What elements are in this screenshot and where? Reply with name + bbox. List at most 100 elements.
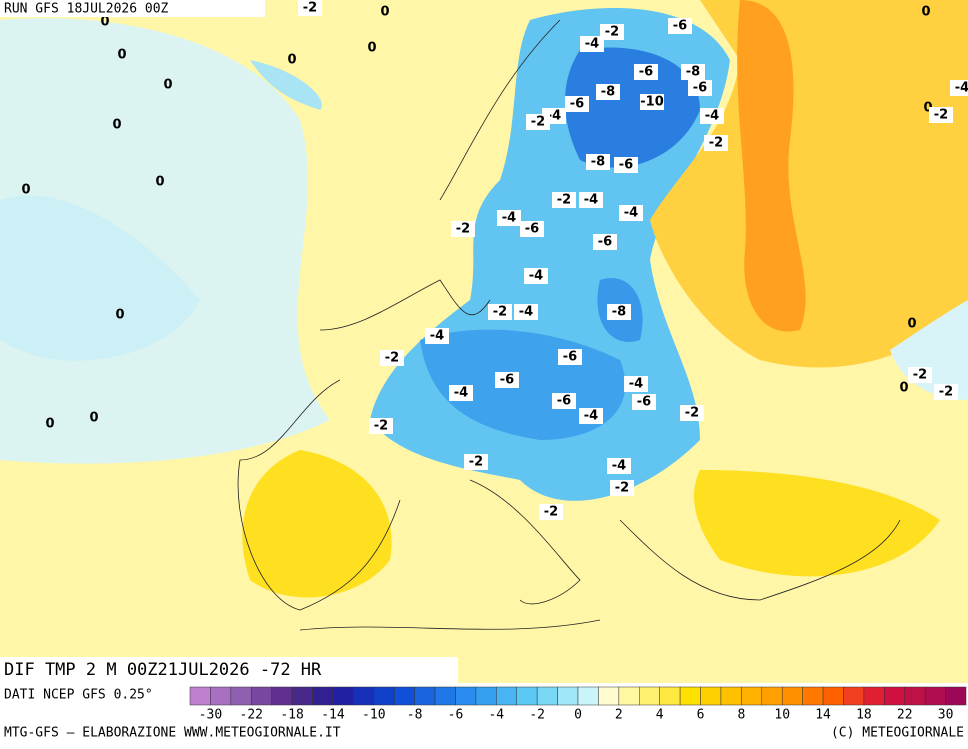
contour-label: -8 bbox=[686, 65, 700, 80]
label-bg bbox=[632, 394, 656, 410]
colorbar-box bbox=[904, 686, 926, 706]
colorbar-box bbox=[802, 686, 824, 706]
contour-label: 0 bbox=[163, 78, 172, 93]
contour-label: -6 bbox=[693, 81, 707, 96]
label-bg bbox=[514, 304, 538, 320]
colorbar-tick: -6 bbox=[448, 708, 464, 723]
colorbar-box bbox=[577, 686, 599, 706]
label-bg bbox=[579, 408, 603, 424]
label-bg bbox=[451, 221, 475, 237]
contour-label: -4 bbox=[584, 409, 598, 424]
contour-label: -6 bbox=[525, 222, 539, 237]
contour-label: 0 bbox=[367, 41, 376, 56]
contour-label: -2 bbox=[531, 115, 545, 130]
label-bg bbox=[552, 192, 576, 208]
label-bg bbox=[593, 234, 617, 250]
contour-label: -8 bbox=[591, 155, 605, 170]
contour-label: -2 bbox=[685, 406, 699, 421]
colorbar-box bbox=[557, 686, 579, 706]
label-bg bbox=[464, 454, 488, 470]
colorbar-box bbox=[312, 686, 334, 706]
contour-label: -2 bbox=[615, 481, 629, 496]
colorbar-box bbox=[455, 686, 477, 706]
label-bg bbox=[688, 80, 712, 96]
contour-label: 0 bbox=[112, 118, 121, 133]
colorbar-box bbox=[618, 686, 640, 706]
colorbar-box bbox=[475, 686, 497, 706]
contour-label: -6 bbox=[563, 350, 577, 365]
contour-label: -4 bbox=[430, 329, 444, 344]
label-bg bbox=[497, 210, 521, 226]
label-bg bbox=[380, 350, 404, 366]
label-bg bbox=[640, 94, 664, 110]
colorbar-box bbox=[271, 686, 293, 706]
label-bg bbox=[614, 157, 638, 173]
colorbar-box bbox=[189, 686, 211, 706]
colorbar-box bbox=[822, 686, 844, 706]
colorbar-tick: -14 bbox=[321, 708, 345, 723]
contour-label: -2 bbox=[303, 1, 317, 16]
label-bg bbox=[369, 418, 393, 434]
label-bg bbox=[558, 349, 582, 365]
colorbar-box bbox=[251, 686, 272, 706]
colorbar-box bbox=[659, 686, 681, 706]
label-bg bbox=[950, 80, 968, 96]
label-bg bbox=[580, 36, 604, 52]
contour-label: 0 bbox=[380, 5, 389, 20]
colorbar-tick: 18 bbox=[856, 708, 872, 723]
colorbar-box bbox=[679, 686, 701, 706]
label-bg bbox=[298, 0, 322, 16]
contour-label: 0 bbox=[45, 417, 54, 432]
contour-label: -4 bbox=[584, 193, 598, 208]
colorbar-box bbox=[210, 686, 232, 706]
colorbar-tick: 2 bbox=[615, 708, 623, 723]
colorbar-tick: 6 bbox=[697, 708, 705, 723]
label-bg bbox=[680, 405, 704, 421]
contour-label: -4 bbox=[629, 377, 643, 392]
contour-label: -8 bbox=[601, 85, 615, 100]
colorbar-box bbox=[230, 686, 252, 706]
contour-label: -6 bbox=[500, 373, 514, 388]
label-bg bbox=[908, 367, 932, 383]
run-label: RUN GFS 18JUL2026 00Z bbox=[4, 2, 169, 17]
colorbar-tick: -30 bbox=[199, 708, 222, 723]
contour-label: 0 bbox=[21, 183, 30, 198]
contour-label: -10 bbox=[640, 95, 664, 110]
contour-label: -8 bbox=[612, 305, 626, 320]
label-bg bbox=[668, 18, 692, 34]
label-bg bbox=[624, 376, 648, 392]
colorbar-tick: 22 bbox=[897, 708, 913, 723]
run-box bbox=[0, 0, 265, 17]
colorbar-box bbox=[720, 686, 742, 706]
label-bg bbox=[681, 64, 705, 80]
label-bg bbox=[700, 108, 724, 124]
contour-label: -4 bbox=[955, 81, 968, 96]
contour-label: -6 bbox=[598, 235, 612, 250]
colorbar-tick: 10 bbox=[774, 708, 790, 723]
colorbar-box bbox=[781, 686, 803, 706]
contour-label: -2 bbox=[557, 193, 571, 208]
label-bg bbox=[539, 504, 563, 520]
contour-label: -4 bbox=[454, 386, 468, 401]
contour-label: -2 bbox=[709, 136, 723, 151]
colorbar-tick: -22 bbox=[240, 708, 263, 723]
contour-label: -2 bbox=[493, 305, 507, 320]
colorbar-tick: -8 bbox=[407, 708, 423, 723]
label-bg bbox=[579, 192, 603, 208]
label-bg bbox=[495, 372, 519, 388]
contour-label: 0 bbox=[923, 101, 932, 116]
label-bg bbox=[929, 107, 953, 123]
colorbar-tick: -10 bbox=[362, 708, 385, 723]
title-box bbox=[0, 657, 458, 683]
colorbar-box bbox=[700, 686, 722, 706]
label-bg bbox=[586, 154, 610, 170]
colorbar-box bbox=[863, 686, 885, 706]
contour-label: 0 bbox=[899, 381, 908, 396]
label-bg bbox=[524, 268, 548, 284]
colorbar-box bbox=[434, 686, 456, 706]
contour-label: 0 bbox=[89, 411, 98, 426]
label-bg bbox=[552, 393, 576, 409]
colorbar-tick: 30 bbox=[938, 708, 954, 723]
